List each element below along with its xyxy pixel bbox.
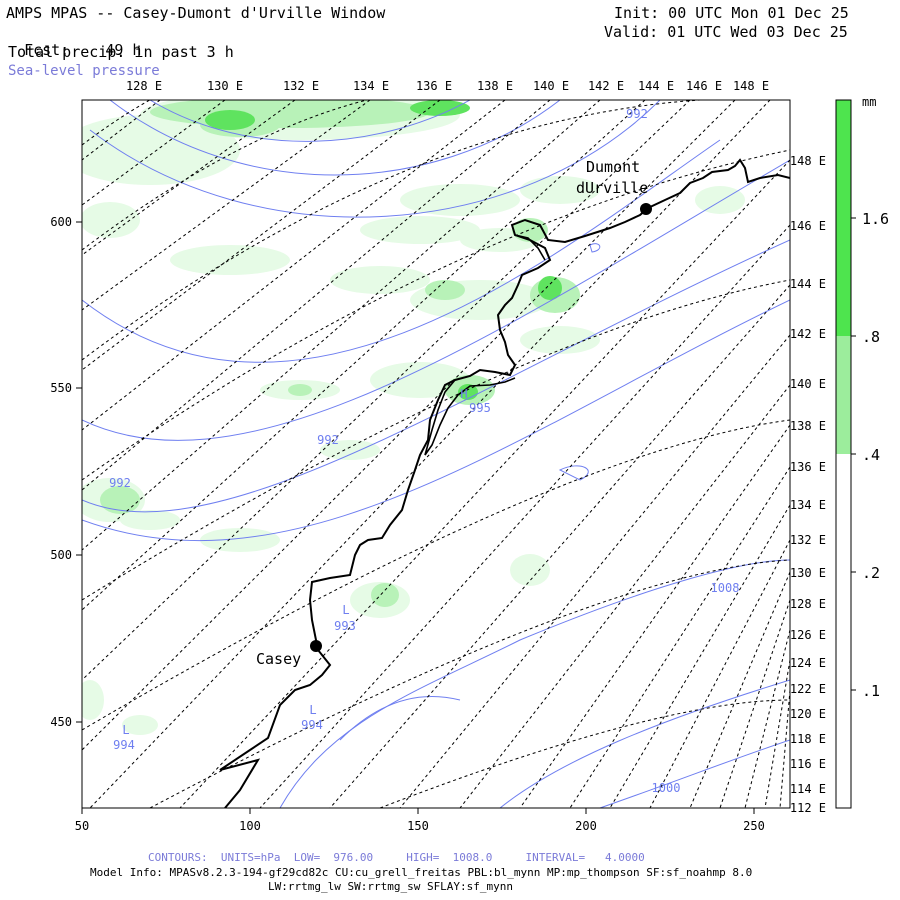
pressure-label: 992: [109, 476, 131, 490]
overlay-name: Sea-level pressure: [8, 63, 160, 79]
station-casey[interactable]: Casey: [256, 640, 322, 668]
lon-label: 134 E: [353, 79, 389, 93]
lon-labels-top: 128 E 130 E 132 E 134 E 136 E 138 E 140 …: [126, 79, 769, 93]
y-tick-label: 450: [50, 715, 72, 729]
colorbar-label: 1.6: [862, 210, 889, 228]
forecast-hour: Fcst: 49 h: [6, 23, 141, 59]
x-tick-label: 50: [75, 819, 89, 833]
colorbar-band: [836, 336, 851, 454]
colorbar-unit: mm: [862, 95, 876, 109]
x-tick-label: 200: [575, 819, 597, 833]
station-marker[interactable]: [640, 203, 652, 215]
colorbar-label: .1: [862, 682, 880, 700]
lon-label: 136 E: [416, 79, 452, 93]
pressure-label: L: [309, 703, 316, 717]
lon-label-right: 132 E: [790, 533, 826, 547]
lon-label-right: 138 E: [790, 419, 826, 433]
lon-label-right: 122 E: [790, 682, 826, 696]
model-info: Model Info: MPASv8.2.3-194-gf29cd82c CU:…: [90, 866, 753, 879]
y-tick-label: 550: [50, 381, 72, 395]
x-axis: 50 100 150 200 250: [75, 808, 765, 833]
isobar-contours: [82, 100, 790, 808]
colorbar-label: .8: [862, 328, 880, 346]
pressure-label: 1000: [652, 781, 681, 795]
lon-label-right: 118 E: [790, 732, 826, 746]
colorbar-band: [836, 100, 851, 218]
lon-label-right: 136 E: [790, 460, 826, 474]
lon-label: 128 E: [126, 79, 162, 93]
colorbar: mm 1.6 .8 .4 .2 .1: [835, 95, 889, 809]
pressure-label: 993: [334, 619, 356, 633]
coastline: [219, 158, 790, 808]
lon-labels-right: 148 E 146 E 144 E 142 E 140 E 138 E 136 E 134 E…: [790, 154, 826, 815]
lon-label: 142 E: [588, 79, 624, 93]
map-frame: [81, 99, 791, 809]
lon-label-right: 134 E: [790, 498, 826, 512]
station-marker[interactable]: [310, 640, 322, 652]
pressure-label: 995: [469, 401, 491, 415]
lon-label-right: 130 E: [790, 566, 826, 580]
x-tick-label: 250: [743, 819, 765, 833]
pressure-label: L: [122, 723, 129, 737]
colorbar-band: [836, 454, 851, 808]
y-tick-label: 500: [50, 548, 72, 562]
pressure-label: 992: [626, 107, 648, 121]
lon-label: 144 E: [638, 79, 674, 93]
x-tick-label: 150: [407, 819, 429, 833]
lon-label-right: 128 E: [790, 597, 826, 611]
lon-label-right: 116 E: [790, 757, 826, 771]
forecast-value: 49 h: [105, 41, 142, 59]
station-dumont-durville[interactable]: Dumont dUrville: [576, 158, 652, 215]
y-tick-label: 600: [50, 215, 72, 229]
pressure-label: 994: [301, 718, 323, 732]
pressure-label: L: [342, 603, 349, 617]
lon-label-right: 148 E: [790, 154, 826, 168]
lon-label-right: 126 E: [790, 628, 826, 642]
lon-label-right: 112 E: [790, 801, 826, 815]
lon-label: 132 E: [283, 79, 319, 93]
contour-info: CONTOURS: UNITS=hPa LOW= 976.00 HIGH= 10…: [148, 851, 645, 864]
lon-label: 138 E: [477, 79, 513, 93]
pressure-label: 994: [113, 738, 135, 752]
lon-label-right: 120 E: [790, 707, 826, 721]
pressure-label: H: [460, 387, 467, 401]
init-time: Init: 00 UTC Mon 01 Dec 25: [614, 4, 849, 22]
colorbar-band: [836, 218, 851, 336]
lon-label: 140 E: [533, 79, 569, 93]
lon-label: 146 E: [686, 79, 722, 93]
pressure-label: 992: [317, 433, 339, 447]
forecast-label: Fcst:: [24, 41, 70, 59]
station-label: Dumont: [586, 158, 640, 176]
lon-label-right: 146 E: [790, 219, 826, 233]
lon-label-right: 142 E: [790, 327, 826, 341]
station-label: dUrville: [576, 179, 648, 197]
lon-label-right: 124 E: [790, 656, 826, 670]
map-title: AMPS MPAS -- Casey-Dumont d'Urville Wind…: [6, 4, 386, 22]
lon-label: 130 E: [207, 79, 243, 93]
colorbar-label: .4: [862, 446, 880, 464]
lon-label-right: 114 E: [790, 782, 826, 796]
x-tick-label: 100: [239, 819, 261, 833]
lon-label: 148 E: [733, 79, 769, 93]
graticule: [82, 100, 790, 808]
colorbar-label: .2: [862, 564, 880, 582]
lon-label-right: 140 E: [790, 377, 826, 391]
station-label: Casey: [256, 650, 301, 668]
valid-time: Valid: 01 UTC Wed 03 Dec 25: [604, 23, 848, 41]
field-name: Total precip. in past 3 h: [8, 43, 234, 61]
lon-label-right: 144 E: [790, 277, 826, 291]
model-info-physics: LW:rrtmg_lw SW:rrtmg_sw SFLAY:sf_mynn: [268, 880, 514, 893]
y-axis: 450 500 550 600: [50, 215, 82, 729]
pressure-label: 1008: [711, 581, 740, 595]
coast-island: [424, 234, 546, 456]
